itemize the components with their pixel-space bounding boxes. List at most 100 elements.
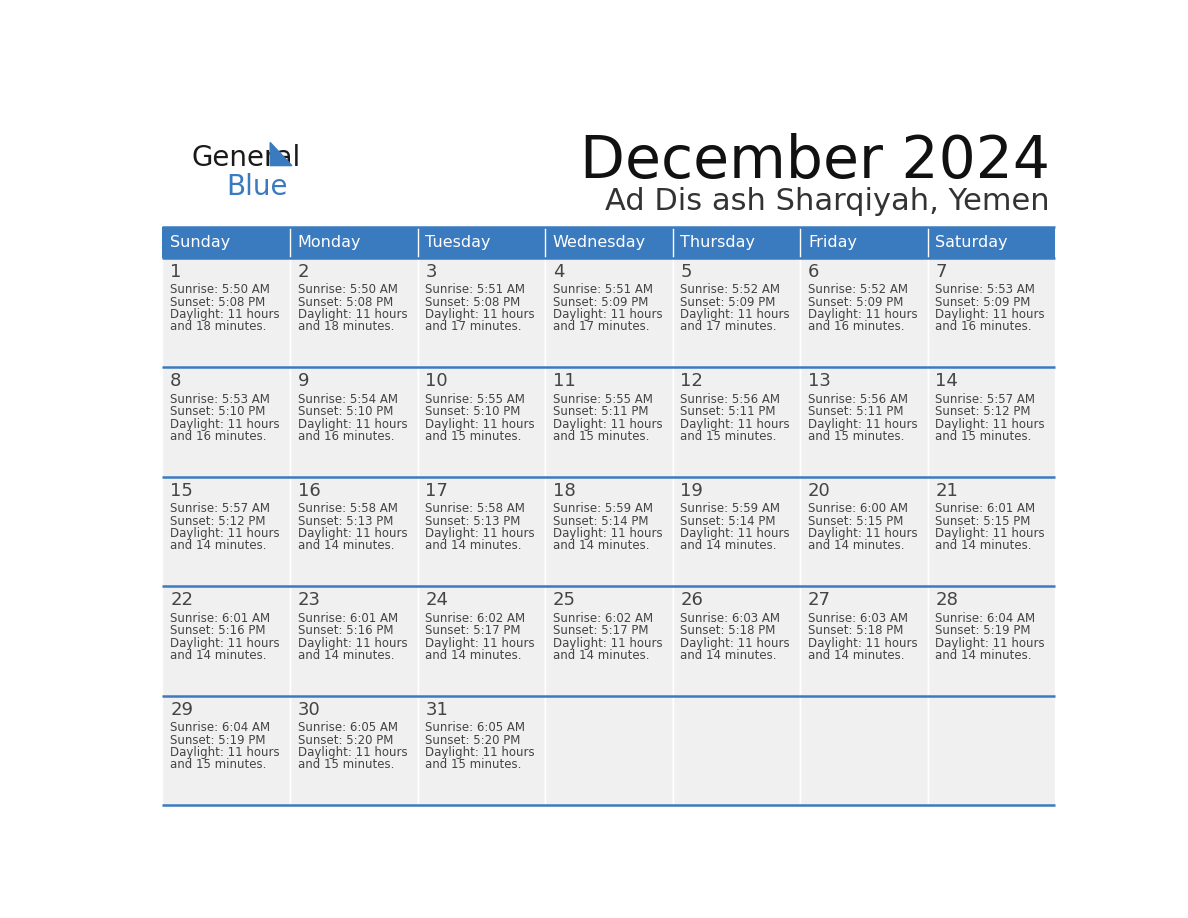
Text: and 15 minutes.: and 15 minutes. xyxy=(298,758,394,771)
Text: 12: 12 xyxy=(681,373,703,390)
Text: Sunrise: 5:55 AM: Sunrise: 5:55 AM xyxy=(425,393,525,406)
Text: Daylight: 11 hours: Daylight: 11 hours xyxy=(170,636,280,650)
Text: Daylight: 11 hours: Daylight: 11 hours xyxy=(425,308,535,321)
Text: Daylight: 11 hours: Daylight: 11 hours xyxy=(425,527,535,540)
Text: Sunset: 5:20 PM: Sunset: 5:20 PM xyxy=(425,733,520,746)
Bar xyxy=(417,477,545,587)
Text: and 14 minutes.: and 14 minutes. xyxy=(935,540,1032,553)
Text: and 14 minutes.: and 14 minutes. xyxy=(552,649,650,662)
Text: Daylight: 11 hours: Daylight: 11 hours xyxy=(808,527,917,540)
Text: Sunset: 5:16 PM: Sunset: 5:16 PM xyxy=(170,624,266,637)
Bar xyxy=(163,367,290,477)
Text: 3: 3 xyxy=(425,263,437,281)
Text: Sunrise: 5:59 AM: Sunrise: 5:59 AM xyxy=(552,502,653,515)
Text: General: General xyxy=(191,144,301,172)
Text: Sunrise: 6:01 AM: Sunrise: 6:01 AM xyxy=(170,612,271,625)
Text: Daylight: 11 hours: Daylight: 11 hours xyxy=(935,308,1045,321)
Text: Sunset: 5:12 PM: Sunset: 5:12 PM xyxy=(170,515,266,528)
Text: Daylight: 11 hours: Daylight: 11 hours xyxy=(552,636,663,650)
Bar xyxy=(417,587,545,696)
Text: Sunset: 5:11 PM: Sunset: 5:11 PM xyxy=(808,405,903,419)
Text: Sunrise: 6:02 AM: Sunrise: 6:02 AM xyxy=(552,612,653,625)
Text: Sunset: 5:17 PM: Sunset: 5:17 PM xyxy=(552,624,649,637)
Text: and 15 minutes.: and 15 minutes. xyxy=(170,758,266,771)
Text: Daylight: 11 hours: Daylight: 11 hours xyxy=(298,418,407,431)
Text: Sunset: 5:11 PM: Sunset: 5:11 PM xyxy=(681,405,776,419)
Text: December 2024: December 2024 xyxy=(580,133,1050,190)
Text: and 18 minutes.: and 18 minutes. xyxy=(298,320,394,333)
Text: Sunset: 5:19 PM: Sunset: 5:19 PM xyxy=(170,733,266,746)
Text: Sunrise: 5:52 AM: Sunrise: 5:52 AM xyxy=(681,284,781,297)
Text: Daylight: 11 hours: Daylight: 11 hours xyxy=(552,308,663,321)
Bar xyxy=(801,258,928,367)
Text: and 14 minutes.: and 14 minutes. xyxy=(425,649,522,662)
Bar xyxy=(417,696,545,805)
Polygon shape xyxy=(270,142,292,165)
Text: Sunrise: 5:58 AM: Sunrise: 5:58 AM xyxy=(298,502,398,515)
Text: 8: 8 xyxy=(170,373,182,390)
Text: Sunset: 5:08 PM: Sunset: 5:08 PM xyxy=(298,296,393,308)
Bar xyxy=(163,477,290,587)
Text: Ad Dis ash Sharqiyah, Yemen: Ad Dis ash Sharqiyah, Yemen xyxy=(605,187,1050,216)
Text: Sunset: 5:09 PM: Sunset: 5:09 PM xyxy=(681,296,776,308)
Bar xyxy=(928,258,1055,367)
Text: Sunrise: 5:59 AM: Sunrise: 5:59 AM xyxy=(681,502,781,515)
Bar xyxy=(672,258,801,367)
Text: Sunrise: 5:57 AM: Sunrise: 5:57 AM xyxy=(170,502,270,515)
Text: and 14 minutes.: and 14 minutes. xyxy=(808,540,904,553)
Bar xyxy=(290,587,417,696)
Text: Sunrise: 5:51 AM: Sunrise: 5:51 AM xyxy=(425,284,525,297)
Text: Monday: Monday xyxy=(298,235,361,250)
Bar xyxy=(801,587,928,696)
Text: Sunset: 5:08 PM: Sunset: 5:08 PM xyxy=(425,296,520,308)
Text: Sunrise: 5:50 AM: Sunrise: 5:50 AM xyxy=(170,284,270,297)
Text: and 17 minutes.: and 17 minutes. xyxy=(681,320,777,333)
Bar xyxy=(545,477,672,587)
Text: 10: 10 xyxy=(425,373,448,390)
Text: 17: 17 xyxy=(425,482,448,499)
Text: Sunrise: 5:54 AM: Sunrise: 5:54 AM xyxy=(298,393,398,406)
Bar xyxy=(290,696,417,805)
Text: Daylight: 11 hours: Daylight: 11 hours xyxy=(808,636,917,650)
Text: Sunset: 5:12 PM: Sunset: 5:12 PM xyxy=(935,405,1031,419)
Text: and 17 minutes.: and 17 minutes. xyxy=(552,320,650,333)
Bar xyxy=(801,477,928,587)
Text: 6: 6 xyxy=(808,263,820,281)
Text: Daylight: 11 hours: Daylight: 11 hours xyxy=(425,746,535,759)
Text: 24: 24 xyxy=(425,591,448,610)
Bar xyxy=(545,696,672,805)
Text: Thursday: Thursday xyxy=(681,235,756,250)
Text: Wednesday: Wednesday xyxy=(552,235,646,250)
Text: Sunrise: 5:57 AM: Sunrise: 5:57 AM xyxy=(935,393,1036,406)
Text: 1: 1 xyxy=(170,263,182,281)
Text: Sunset: 5:14 PM: Sunset: 5:14 PM xyxy=(552,515,649,528)
Text: Sunset: 5:16 PM: Sunset: 5:16 PM xyxy=(298,624,393,637)
Text: Sunset: 5:09 PM: Sunset: 5:09 PM xyxy=(935,296,1031,308)
Bar xyxy=(545,258,672,367)
Text: 11: 11 xyxy=(552,373,575,390)
Text: Sunset: 5:10 PM: Sunset: 5:10 PM xyxy=(298,405,393,419)
Text: Sunrise: 5:51 AM: Sunrise: 5:51 AM xyxy=(552,284,653,297)
Text: 4: 4 xyxy=(552,263,564,281)
Text: and 18 minutes.: and 18 minutes. xyxy=(170,320,266,333)
Text: Sunrise: 6:00 AM: Sunrise: 6:00 AM xyxy=(808,502,908,515)
Text: Sunday: Sunday xyxy=(170,235,230,250)
Text: Sunrise: 6:03 AM: Sunrise: 6:03 AM xyxy=(681,612,781,625)
Bar xyxy=(290,477,417,587)
Text: 27: 27 xyxy=(808,591,830,610)
Text: 14: 14 xyxy=(935,373,959,390)
Bar xyxy=(928,587,1055,696)
Text: 16: 16 xyxy=(298,482,321,499)
Text: Sunrise: 6:01 AM: Sunrise: 6:01 AM xyxy=(935,502,1036,515)
Bar xyxy=(672,696,801,805)
Text: Sunset: 5:15 PM: Sunset: 5:15 PM xyxy=(808,515,903,528)
Text: Daylight: 11 hours: Daylight: 11 hours xyxy=(170,418,280,431)
Bar xyxy=(801,696,928,805)
Text: and 16 minutes.: and 16 minutes. xyxy=(170,430,266,442)
Text: and 14 minutes.: and 14 minutes. xyxy=(425,540,522,553)
Text: Sunrise: 6:04 AM: Sunrise: 6:04 AM xyxy=(935,612,1036,625)
Text: Sunset: 5:20 PM: Sunset: 5:20 PM xyxy=(298,733,393,746)
Text: Daylight: 11 hours: Daylight: 11 hours xyxy=(170,527,280,540)
Text: and 14 minutes.: and 14 minutes. xyxy=(681,540,777,553)
Text: Daylight: 11 hours: Daylight: 11 hours xyxy=(935,636,1045,650)
